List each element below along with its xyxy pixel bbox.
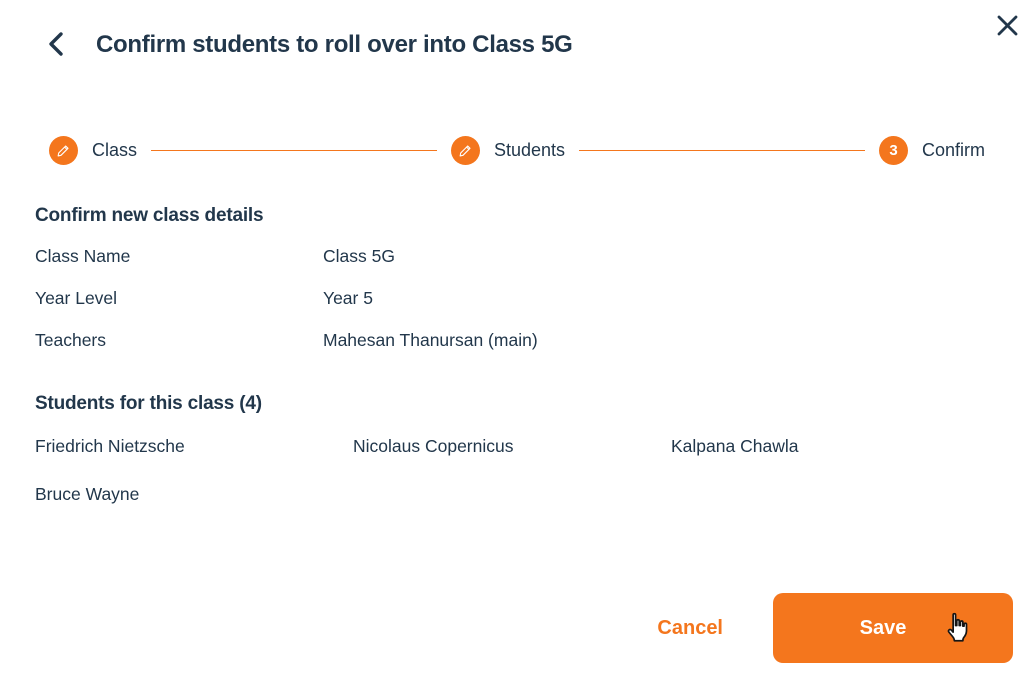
step-confirm-label: Confirm: [921, 140, 985, 160]
student-name: Friedrich Nietzsche: [35, 436, 185, 456]
stepper-connector: [151, 149, 437, 152]
class-details-section: Confirm new class details Class Name Cla…: [35, 205, 998, 351]
stepper: Class Students 3 Confirm: [49, 136, 985, 165]
student-name: Kalpana Chawla: [671, 436, 799, 456]
step-students[interactable]: Students: [450, 136, 566, 165]
step-number-badge: 3: [878, 136, 908, 165]
pencil-icon: [450, 136, 480, 165]
details-heading: Confirm new class details: [35, 205, 264, 226]
detail-label: Teachers: [35, 330, 107, 350]
detail-value: Year 5: [323, 288, 373, 308]
students-section: Students for this class (4) Friedrich Ni…: [35, 393, 998, 505]
step-class-label: Class: [92, 140, 138, 160]
pencil-icon: [49, 136, 78, 165]
chevron-left-icon: [45, 31, 67, 60]
detail-label: Class Name: [35, 246, 131, 266]
detail-value: Class 5G: [323, 246, 395, 266]
stepper-connector: [579, 149, 865, 152]
detail-row-year-level: Year Level Year 5: [35, 288, 998, 309]
students-grid: Friedrich Nietzsche Nicolaus Copernicus …: [35, 436, 998, 505]
save-button-label: Save: [859, 616, 907, 639]
rollover-confirm-dialog: Confirm students to roll over into Class…: [0, 0, 1033, 663]
student-name: Nicolaus Copernicus: [353, 436, 514, 456]
detail-row-class-name: Class Name Class 5G: [35, 246, 998, 267]
cancel-button[interactable]: Cancel: [657, 616, 723, 639]
detail-value: Mahesan Thanursan (main): [323, 330, 538, 350]
step-class[interactable]: Class: [49, 136, 137, 165]
step-confirm: 3 Confirm: [878, 136, 985, 165]
save-button[interactable]: Save: [773, 593, 1013, 663]
back-button[interactable]: [43, 30, 69, 60]
dialog-header: Confirm students to roll over into Class…: [0, 0, 1033, 60]
students-heading: Students for this class (4): [35, 393, 262, 414]
dialog-footer: Cancel Save: [657, 593, 1013, 663]
hand-cursor-icon: [941, 609, 975, 647]
detail-label: Year Level: [35, 288, 118, 308]
close-icon: [996, 14, 1019, 40]
step-students-label: Students: [493, 140, 566, 160]
close-button[interactable]: [993, 13, 1021, 41]
detail-row-teachers: Teachers Mahesan Thanursan (main): [35, 330, 998, 351]
student-name: Bruce Wayne: [35, 484, 140, 504]
dialog-title: Confirm students to roll over into Class…: [96, 31, 573, 58]
